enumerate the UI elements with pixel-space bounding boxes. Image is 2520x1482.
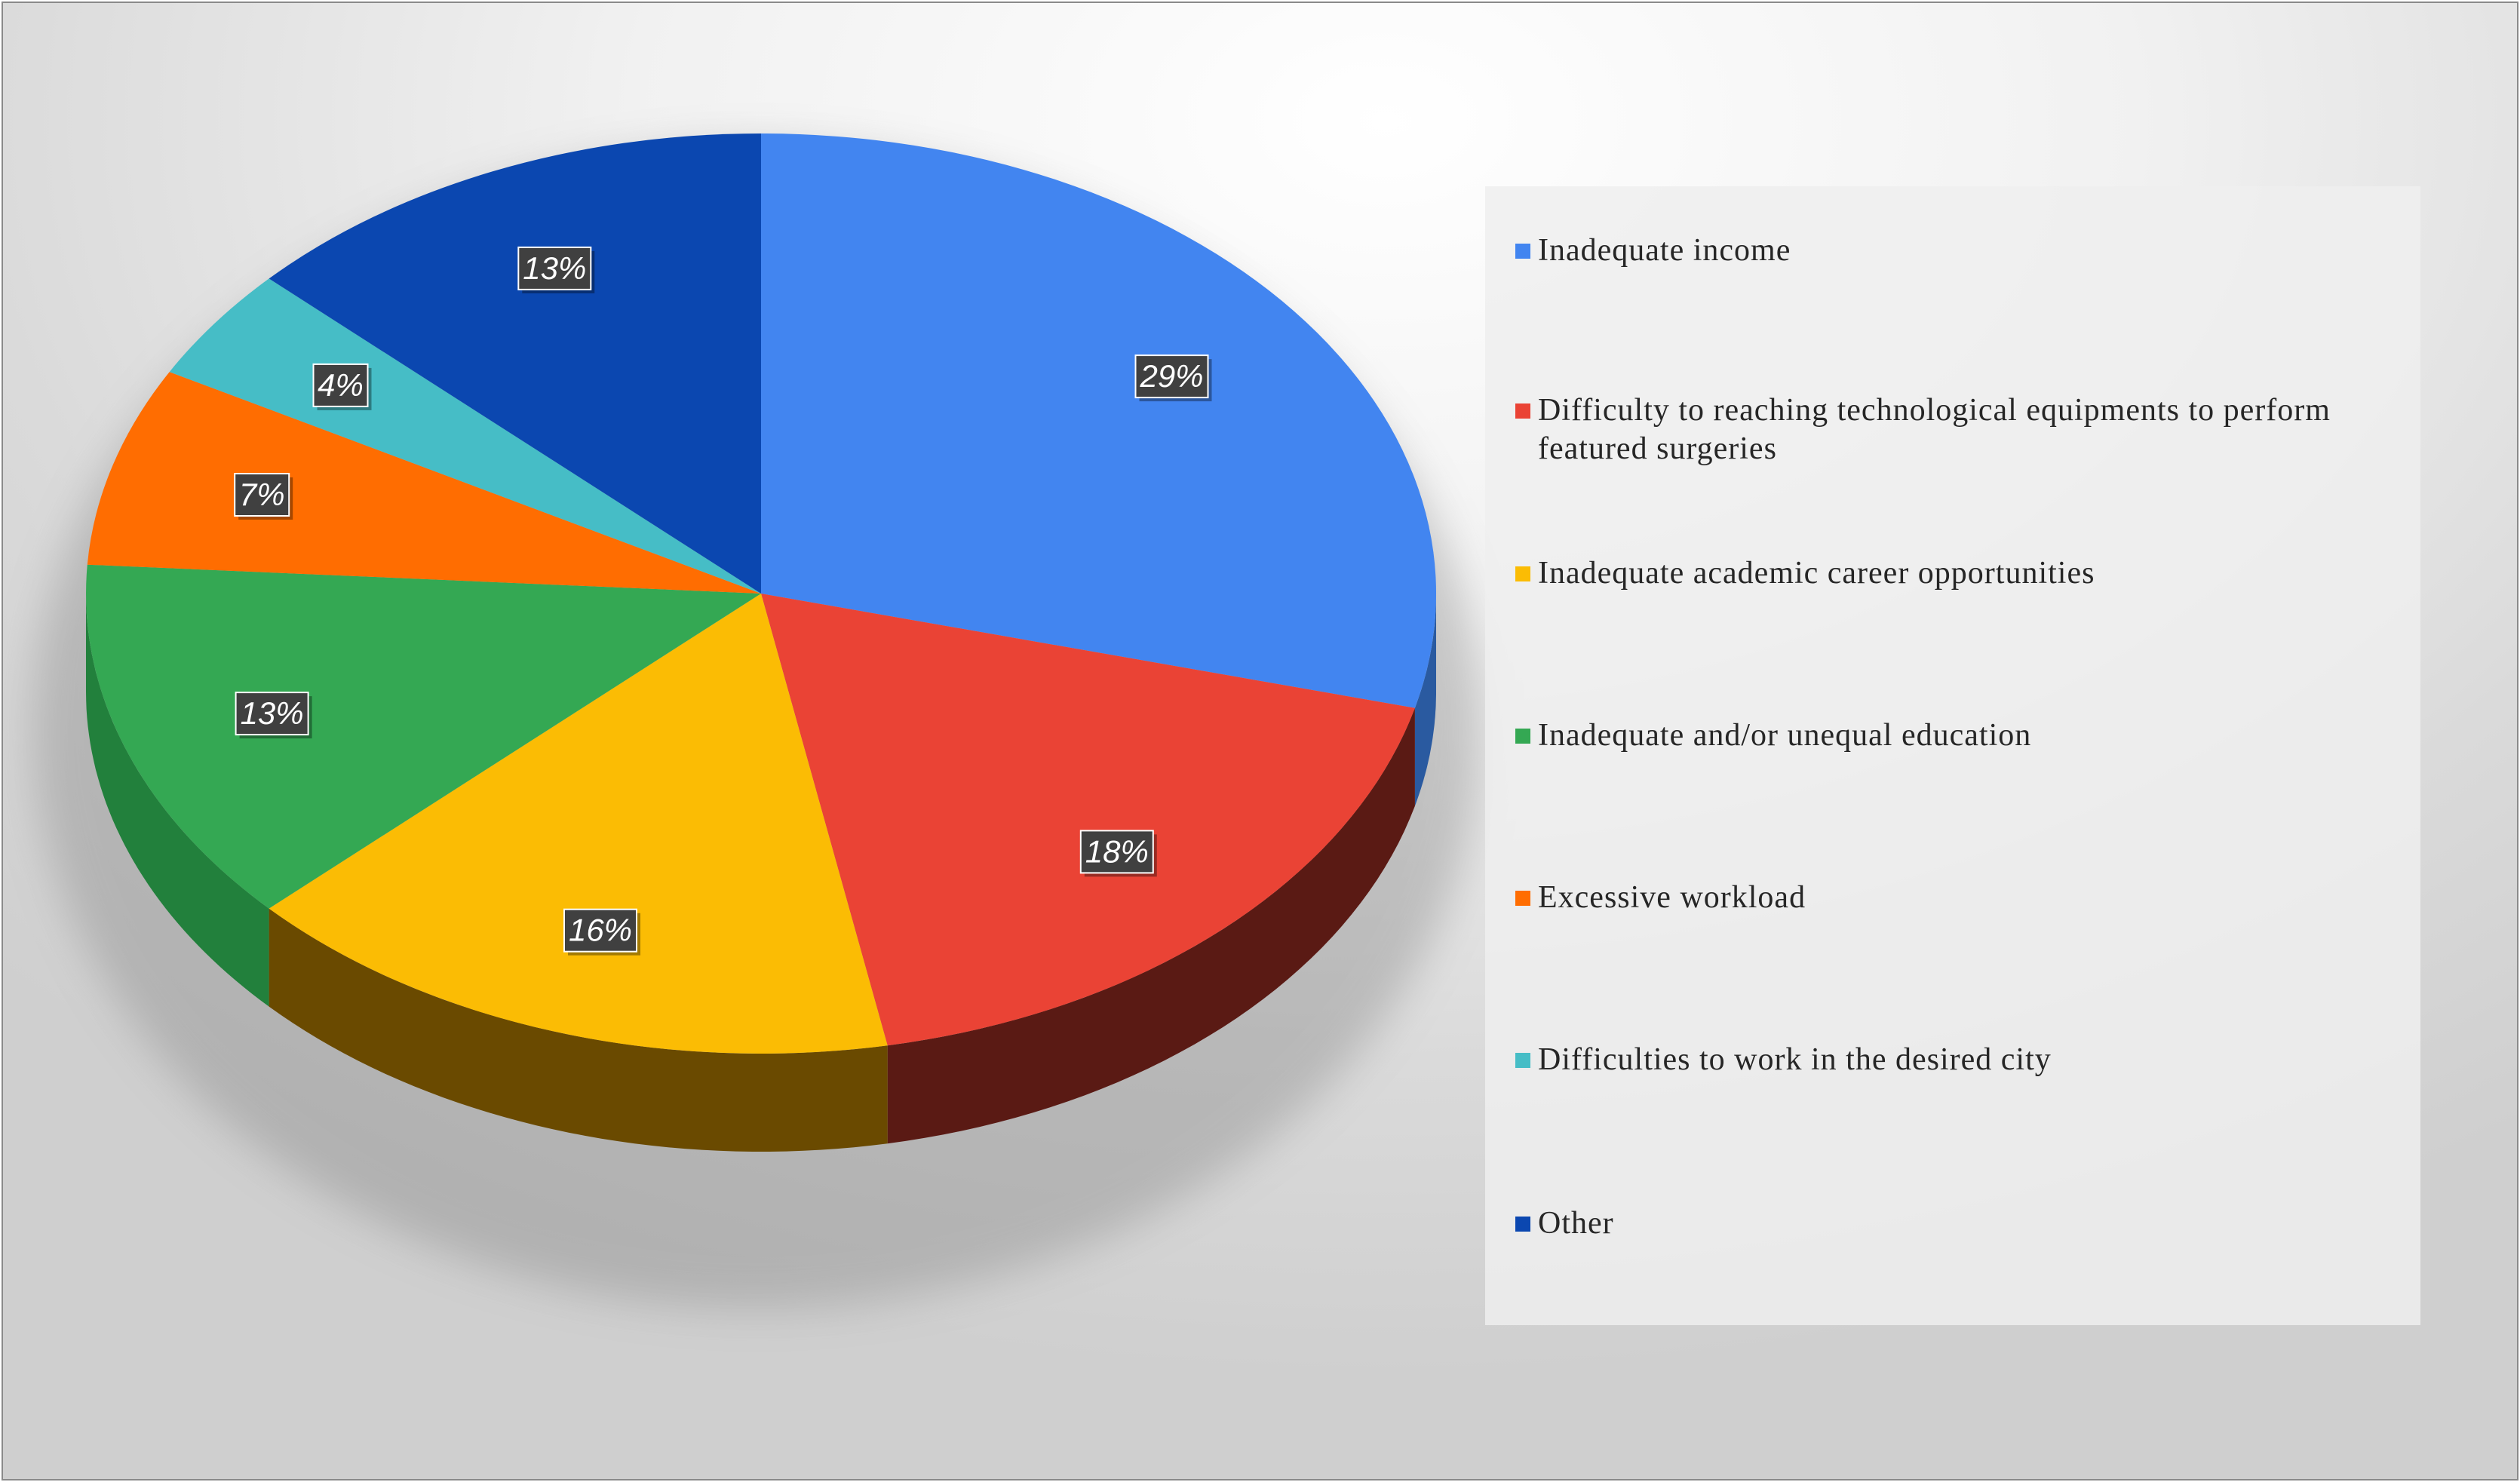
legend-item-excessive-workload: Excessive workload [1515,879,2398,917]
pie-chart: 29% 18% 16% 13% 7% 4% 13% [33,133,1481,1308]
legend-swatch [1515,729,1530,744]
legend-label: Inadequate and/or unequal education [1538,718,2032,753]
pie-labels: 29% 18% 16% 13% 7% 4% 13% [234,246,1212,956]
legend-swatch [1515,1053,1530,1068]
pie-slice-academic-career [269,594,888,1054]
legend-swatch [1515,1217,1530,1232]
data-label-text: 4% [318,367,364,403]
data-label-technological-equipments: 18% [1079,830,1157,877]
legend-label: Difficulty to reaching technological equ… [1538,393,2331,466]
pie-slice-technological-equipments [761,594,1415,1046]
legend-swatch [1515,566,1530,581]
pie-slice-inadequate-income [761,133,1437,708]
data-label-text: 18% [1085,833,1149,869]
data-label-text: 13% [241,695,304,731]
legend-label: Difficulties to work in the desired city [1538,1042,2052,1077]
pie-side-unequal-education [86,594,269,1007]
legend-item-academic-career: Inadequate academic career opportunities [1515,554,2398,593]
legend-swatch [1515,403,1530,419]
legend-label: Excessive workload [1538,880,1806,915]
legend-item-technological-equipments: Difficulty to reaching technological equ… [1515,391,2398,468]
pie-sides [86,594,1436,1152]
data-label-desired-city: 4% [312,363,372,410]
data-label-other: 13% [517,246,595,293]
pie-side-academic-career [269,908,888,1152]
legend-label: Inadequate income [1538,233,1791,268]
data-label-academic-career: 16% [563,908,640,956]
data-label-inadequate-income: 29% [1134,354,1212,402]
legend-item-other: Other [1515,1204,2398,1243]
data-label-text: 13% [523,250,586,286]
data-label-text: 16% [569,913,632,948]
data-label-excessive-workload: 7% [234,473,293,520]
pie-slice-excessive-workload [87,372,762,594]
pie-slice-other [269,133,762,594]
legend-item-unequal-education: Inadequate and/or unequal education [1515,716,2398,755]
legend-item-desired-city: Difficulties to work in the desired city [1515,1041,2398,1079]
pie-side-inadequate-income [1414,594,1436,806]
legend-label: Other [1538,1206,1614,1241]
pie-slice-desired-city [169,278,761,594]
pie-slices [86,133,1437,1054]
legend-label: Inadequate academic career opportunities [1538,556,2095,591]
legend-item-inadequate-income: Inadequate income [1515,232,2398,270]
pie-slice-unequal-education [86,564,761,909]
data-label-unequal-education: 13% [235,692,312,739]
data-label-text: 29% [1139,358,1203,394]
legend-swatch [1515,891,1530,906]
legend: Inadequate income Difficulty to reaching… [1485,186,2420,1325]
data-label-text: 7% [239,477,285,512]
pie-side-technological-equipments [887,707,1415,1144]
legend-swatch [1515,244,1530,259]
